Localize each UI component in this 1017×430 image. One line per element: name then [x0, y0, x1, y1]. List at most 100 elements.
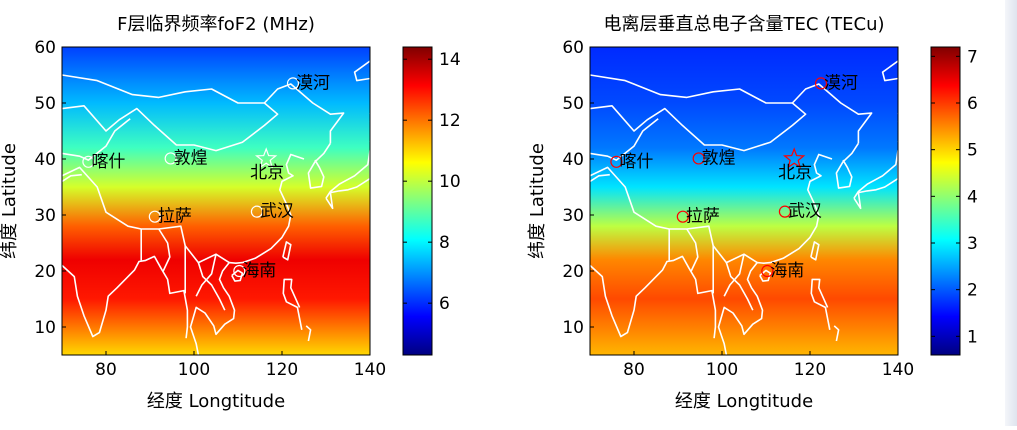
x-tick-label: 120	[266, 360, 298, 380]
y-tick-label: 50	[34, 94, 56, 114]
x-axis-label: 经度 Longtitude	[147, 391, 285, 412]
y-axis-label: 纬度 Latitude	[0, 143, 20, 259]
circle-marker	[610, 155, 623, 168]
station-label: 拉萨	[686, 207, 720, 227]
x-tick-label: 100	[178, 360, 210, 380]
coastline-path	[62, 118, 131, 161]
colorbar-tick-label: 6	[439, 294, 450, 314]
y-tick-label: 30	[562, 206, 584, 226]
chart-title: 电离层垂直总电子含量TEC (TECu)	[603, 14, 884, 35]
coastline-path	[590, 166, 758, 264]
coastline-path	[62, 74, 265, 104]
station-marker: 敦煌	[164, 148, 208, 168]
x-tick-label: 80	[95, 360, 117, 380]
y-tick-label: 10	[34, 318, 56, 338]
coastline-path	[897, 120, 898, 143]
coastline-path	[62, 255, 189, 339]
station-label: 敦煌	[702, 148, 736, 168]
circle-marker	[148, 210, 161, 223]
y-tick-label: 30	[34, 206, 56, 226]
station-marker: 武汉	[778, 202, 822, 222]
coastline-overlay	[62, 60, 370, 355]
station-marker: 敦煌	[692, 148, 736, 168]
x-axis-label: 经度 Longtitude	[675, 391, 813, 412]
field-heatmap	[62, 47, 370, 355]
colorbar-tick-label: 7	[967, 47, 978, 67]
station-marker: 海南	[233, 261, 276, 281]
colorbar-tick-label: 8	[439, 233, 450, 253]
coastline-overlay	[590, 60, 898, 355]
coastline-path	[590, 255, 717, 339]
coastline-path	[62, 173, 82, 183]
colorbar-tick-label: 1	[967, 327, 978, 347]
coastline-path	[195, 254, 217, 297]
coastline-path	[282, 241, 292, 261]
coastline-path	[197, 262, 226, 311]
coastline-path	[717, 153, 833, 355]
coastline-path	[810, 278, 831, 330]
coastline-path	[305, 325, 312, 342]
coastline-path	[590, 74, 793, 104]
y-tick-label: 10	[562, 318, 584, 338]
coastline-path	[62, 166, 230, 264]
colorbar-tick-label: 10	[439, 172, 461, 192]
station-label: 漠河	[824, 73, 858, 93]
coastline-path	[835, 142, 860, 189]
y-tick-label: 20	[34, 262, 56, 282]
station-marker: 拉萨	[148, 207, 192, 227]
colorbar	[930, 46, 961, 356]
coastline-path	[158, 228, 171, 272]
station-label: 喀什	[91, 152, 125, 172]
colorbar-tick-label: 6	[967, 94, 978, 114]
window-edge	[1005, 0, 1017, 426]
station-label: 喀什	[619, 152, 653, 172]
circle-marker	[676, 210, 689, 223]
station-label: 敦煌	[174, 148, 208, 168]
circle-marker	[250, 205, 264, 218]
station-label: 海南	[242, 261, 276, 281]
coastline-path	[307, 142, 332, 189]
coastline-path	[231, 269, 244, 282]
colorbar-tick-label: 12	[439, 111, 461, 131]
axes-frame	[589, 46, 899, 356]
coastline-path	[369, 120, 370, 143]
coastline-path	[853, 149, 898, 210]
coastline-path	[723, 254, 745, 297]
colorbar-tick-label: 14	[439, 50, 461, 70]
coastline-path	[590, 83, 873, 152]
station-marker: 武汉	[250, 202, 294, 222]
station-label: 北京	[778, 163, 812, 183]
circle-marker	[164, 152, 177, 165]
circle-marker	[286, 77, 300, 90]
station-marker: 海南	[761, 261, 804, 281]
station-label: 北京	[250, 163, 284, 183]
coastline-path	[881, 60, 898, 115]
y-tick-label: 60	[34, 38, 56, 58]
coastline-path	[590, 118, 659, 161]
y-tick-label: 60	[562, 38, 584, 58]
coastline-path	[590, 173, 610, 183]
station-marker: 拉萨	[676, 207, 720, 227]
coastline-path	[686, 228, 699, 272]
x-tick-label: 140	[354, 360, 386, 380]
colorbar-tick-label: 4	[967, 187, 978, 207]
coastline-path	[325, 149, 370, 210]
x-tick-label: 80	[623, 360, 645, 380]
x-tick-label: 120	[794, 360, 826, 380]
coastline-path	[810, 241, 820, 261]
chart-title: F层临界频率foF2 (MHz)	[117, 14, 315, 35]
colorbar-tick-label: 5	[967, 141, 978, 161]
coastline-path	[725, 262, 754, 311]
coastline-path	[759, 269, 772, 282]
y-tick-label: 40	[562, 150, 584, 170]
y-tick-label: 20	[562, 262, 584, 282]
station-marker: 漠河	[814, 73, 858, 93]
colorbar-tick-label: 2	[967, 281, 978, 301]
station-label: 拉萨	[158, 207, 192, 227]
star-marker	[254, 147, 278, 169]
star-marker	[782, 147, 806, 169]
y-tick-label: 40	[34, 150, 56, 170]
